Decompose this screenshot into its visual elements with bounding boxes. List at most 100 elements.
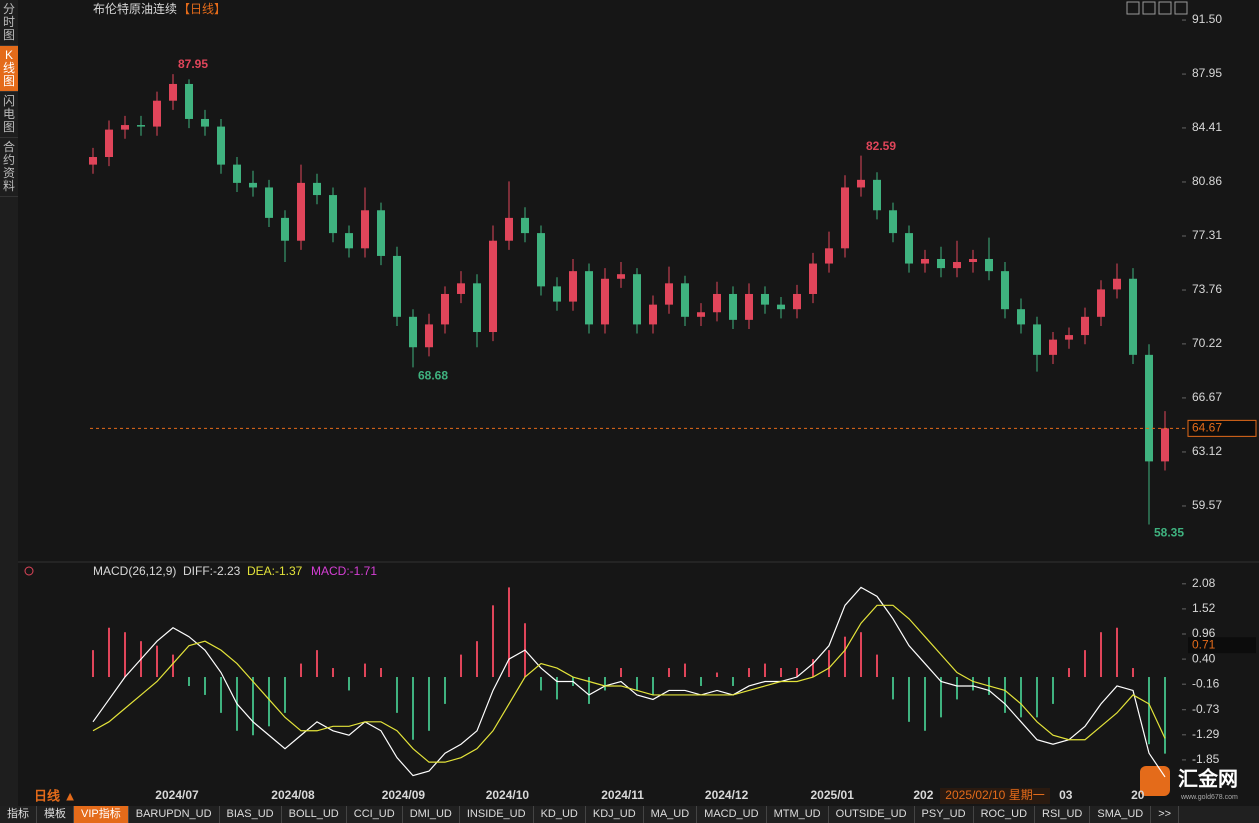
macd-icon <box>24 566 34 576</box>
x-tick-label: 2024/09 <box>382 788 426 802</box>
macd-legend: DEA:-1.37 <box>247 564 303 578</box>
y-tick-label: 2.08 <box>1192 576 1216 590</box>
candle-body <box>121 125 129 130</box>
candle-body <box>1161 428 1169 462</box>
x-tick-label: 20 <box>1131 788 1145 802</box>
side-tab[interactable]: K线图 <box>0 46 18 92</box>
x-tick-label: 2024/07 <box>155 788 199 802</box>
candle-body <box>153 100 161 127</box>
tab[interactable]: MTM_UD <box>767 806 829 823</box>
candle-body <box>313 182 321 196</box>
dea-line <box>92 604 1166 763</box>
candle-body <box>361 210 369 249</box>
candle-body <box>1081 316 1089 336</box>
cursor-value: 0.71 <box>1192 637 1216 651</box>
candle-body <box>377 210 385 256</box>
tab[interactable]: >> <box>1151 806 1180 823</box>
tab-bar: 指标 模板 VIP指标 BARUPDN_UD BIAS_UD BOLL_UD CCI_UD D… <box>0 806 1259 823</box>
candle-body <box>937 258 945 269</box>
tab[interactable]: ROC_UD <box>974 806 1036 823</box>
candle-body <box>1145 354 1153 462</box>
candle-body <box>137 125 145 127</box>
y-tick-label: 77.31 <box>1192 228 1222 242</box>
y-tick-label: 0.96 <box>1192 626 1216 640</box>
tab[interactable]: BARUPDN_UD <box>129 806 220 823</box>
y-tick-label: -1.85 <box>1192 752 1220 766</box>
side-tab[interactable]: 分时图 <box>0 0 18 46</box>
y-tick-label: 66.67 <box>1192 390 1222 404</box>
y-tick-label: -1.29 <box>1192 727 1220 741</box>
candle-body <box>457 283 465 294</box>
tab[interactable]: BOLL_UD <box>282 806 347 823</box>
period: 【日线】 <box>178 2 226 16</box>
tab[interactable]: BIAS_UD <box>220 806 282 823</box>
tab[interactable]: SMA_UD <box>1090 806 1152 823</box>
y-tick-label: 63.12 <box>1192 444 1222 458</box>
candle-body <box>1049 339 1057 355</box>
candle-body <box>1001 271 1009 310</box>
tab[interactable]: INSIDE_UD <box>460 806 534 823</box>
candle-body <box>281 217 289 241</box>
tab[interactable]: OUTSIDE_UD <box>829 806 915 823</box>
candle-body <box>489 240 497 333</box>
y-tick-label: 70.22 <box>1192 336 1222 350</box>
period-button[interactable]: 日线 ▲ <box>34 788 76 803</box>
y-tick-label: -0.16 <box>1192 676 1220 690</box>
candle-body <box>1065 335 1073 340</box>
candle-body <box>217 126 225 165</box>
candle-body <box>1033 324 1041 355</box>
tab[interactable]: KDJ_UD <box>586 806 644 823</box>
sidebar: 分时图 K线图 闪电图 合约资料 <box>0 0 18 806</box>
candle-body <box>441 293 449 325</box>
x-tick-label: 2024/10 <box>486 788 530 802</box>
tab[interactable]: MACD_UD <box>697 806 767 823</box>
candle-body <box>841 187 849 249</box>
cursor-date-bg <box>940 788 1050 804</box>
candle-body <box>649 304 657 325</box>
candle-body <box>553 286 561 302</box>
candle-body <box>665 283 673 305</box>
candle-body <box>969 258 977 263</box>
candle-body <box>521 217 529 234</box>
macd-legend: MACD:-1.71 <box>311 564 377 578</box>
side-tab[interactable]: 闪电图 <box>0 92 18 138</box>
tab[interactable]: CCI_UD <box>347 806 403 823</box>
tab[interactable]: 模板 <box>37 806 74 823</box>
tab[interactable]: RSI_UD <box>1035 806 1091 823</box>
candle-body <box>185 83 193 119</box>
chart: 布伦特原油连续 【日线】 MACD(26,12,9) DIFF:-2.23 DE… <box>18 1 1259 804</box>
candle-body <box>985 258 993 272</box>
macd-legend: DIFF:-2.23 <box>183 564 241 578</box>
y-tick-label: 0.40 <box>1192 651 1216 665</box>
tab[interactable]: MA_UD <box>644 806 698 823</box>
extreme-label: 58.35 <box>1154 526 1184 540</box>
candle-body <box>633 274 641 325</box>
x-tick-label: 2024/12 <box>705 788 749 802</box>
x-tick-label: 2025/01 <box>811 788 855 802</box>
tab[interactable]: VIP指标 <box>74 806 129 823</box>
candle-body <box>105 129 113 158</box>
y-tick-label: 84.41 <box>1192 120 1222 134</box>
toolbar[interactable] <box>1126 1 1188 15</box>
candle-body <box>1113 278 1121 290</box>
tab[interactable]: DMI_UD <box>403 806 460 823</box>
y-tick-label: 59.57 <box>1192 498 1222 512</box>
candle-body <box>601 278 609 325</box>
y-tick-label: 87.95 <box>1192 66 1222 80</box>
candle-body <box>681 283 689 317</box>
tab[interactable]: PSY_UD <box>915 806 974 823</box>
side-tab[interactable]: 合约资料 <box>0 138 18 197</box>
candle-body <box>265 187 273 218</box>
candle-body <box>425 324 433 348</box>
candle-body <box>89 157 97 165</box>
logo: 汇金网 www.gold678.com <box>1140 766 1238 801</box>
title: 布伦特原油连续 <box>93 1 177 16</box>
candle-body <box>201 118 209 127</box>
candle-body <box>809 263 817 294</box>
tab[interactable]: KD_UD <box>534 806 586 823</box>
candle-body <box>1017 309 1025 325</box>
candle-body <box>297 182 305 241</box>
tab[interactable]: 指标 <box>0 806 37 823</box>
candle-body <box>889 210 897 234</box>
